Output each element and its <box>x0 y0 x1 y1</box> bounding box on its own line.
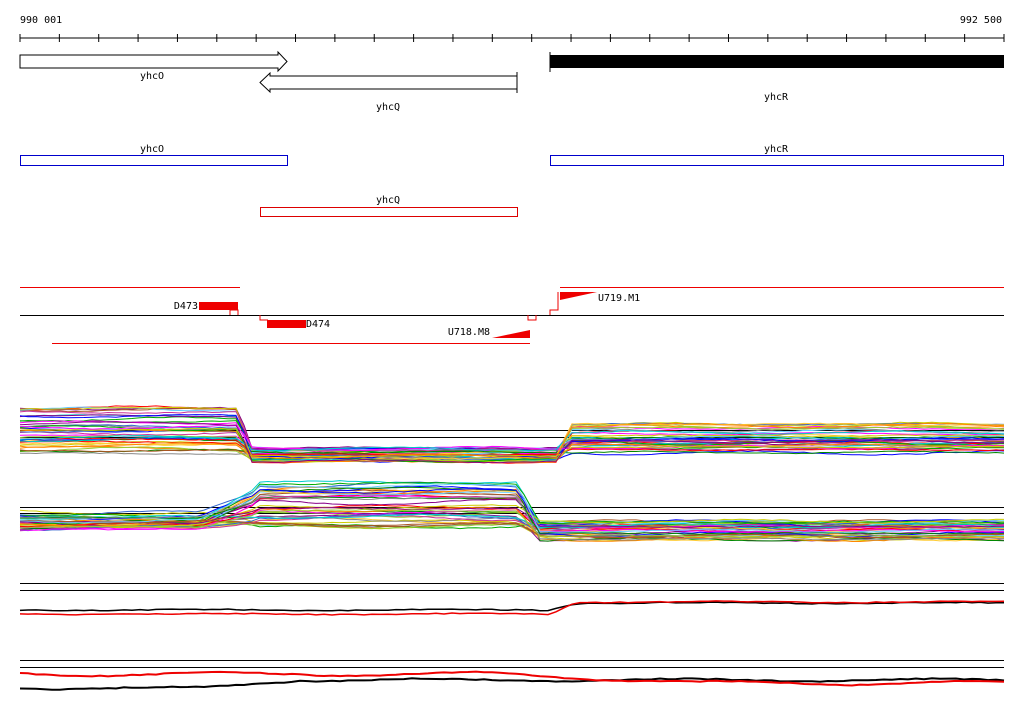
feature-label: D474 <box>306 319 330 330</box>
trace <box>19 422 1004 460</box>
annotation-label: yhcO <box>140 144 164 155</box>
ruler-start: 990 001 <box>20 15 62 26</box>
trace <box>19 426 1005 463</box>
feature-triangle <box>492 330 530 338</box>
feature-label: U719.M1 <box>598 293 640 304</box>
gene-label: yhcO <box>140 71 164 82</box>
trace <box>20 424 1004 451</box>
annotation-label: yhcQ <box>376 195 400 206</box>
trace <box>19 496 1005 541</box>
trace <box>19 425 1005 463</box>
trace <box>19 422 1005 459</box>
feature-step <box>549 292 559 315</box>
trace <box>19 508 1005 538</box>
feature-step <box>259 315 268 321</box>
trace <box>19 421 1005 464</box>
feature-step <box>229 309 239 315</box>
ruler-end: 992 500 <box>960 15 1002 26</box>
trace <box>19 427 1005 458</box>
feature-step <box>527 315 537 321</box>
trace <box>19 601 1004 612</box>
trace <box>19 600 1005 616</box>
trace <box>19 504 1005 528</box>
trace <box>19 483 1005 534</box>
trace <box>19 414 1005 460</box>
trace <box>19 430 1005 452</box>
annotation-box <box>20 155 288 166</box>
gene-label: yhcR <box>764 92 789 103</box>
gene-label: yhcQ <box>376 102 400 113</box>
gene-bar <box>550 55 1004 68</box>
feature-label: U718.M8 <box>448 327 490 338</box>
ruler-ticks <box>19 34 1005 42</box>
feature-block <box>267 320 306 328</box>
feature-triangle <box>560 292 597 300</box>
trace <box>19 670 1005 687</box>
feature-block <box>199 302 238 310</box>
trace <box>19 506 1005 529</box>
gene-arrow <box>19 50 288 73</box>
expression-traces <box>19 405 1005 691</box>
annotation-box <box>260 207 518 217</box>
gene-arrow <box>259 71 518 94</box>
feature-label: D473 <box>174 301 198 312</box>
trace <box>19 677 1005 691</box>
annotation-box <box>550 155 1004 166</box>
trace <box>19 519 1005 539</box>
annotation-label: yhcR <box>764 144 789 155</box>
